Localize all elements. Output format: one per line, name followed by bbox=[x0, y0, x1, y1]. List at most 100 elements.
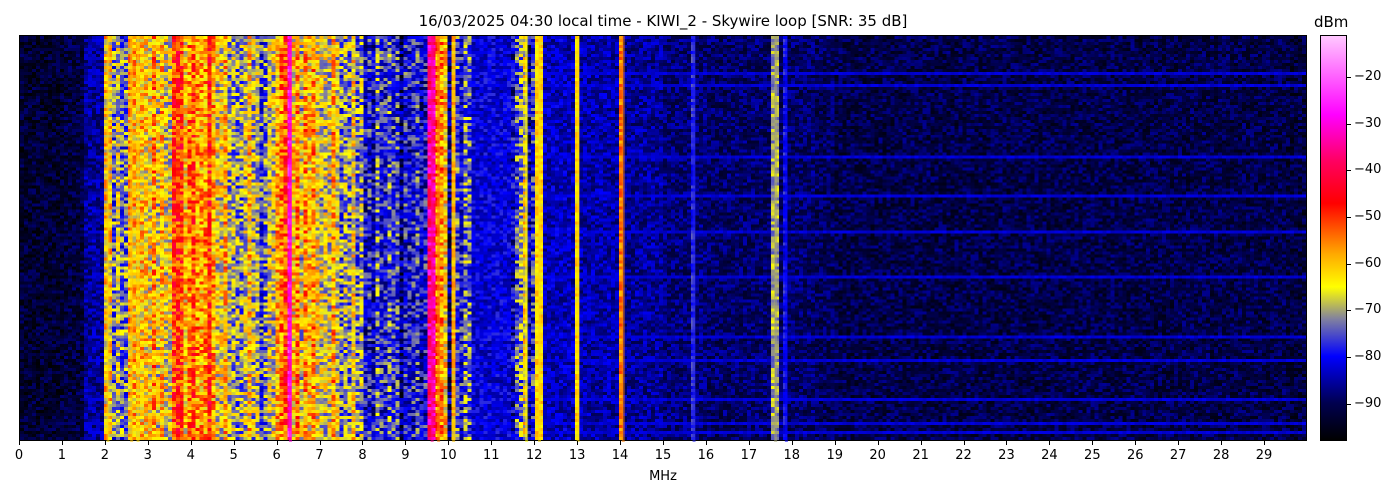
signal-line bbox=[784, 36, 788, 442]
band-cell bbox=[685, 36, 706, 442]
signal-line bbox=[576, 36, 580, 442]
band-cell bbox=[1115, 36, 1136, 442]
band-cell bbox=[385, 36, 406, 442]
x-tick-label: 13 bbox=[568, 448, 586, 463]
band-cell bbox=[84, 36, 105, 442]
x-tick-mark bbox=[620, 441, 622, 445]
colorbar bbox=[1320, 35, 1347, 441]
x-tick-label: 17 bbox=[740, 448, 758, 463]
x-tick-label: 1 bbox=[57, 448, 67, 463]
band-cell bbox=[578, 36, 599, 442]
x-tick-label: 20 bbox=[869, 448, 886, 463]
x-tick-mark bbox=[1264, 441, 1266, 445]
band-cell bbox=[1007, 36, 1028, 442]
x-tick-mark bbox=[1006, 441, 1008, 445]
colorbar-tick-mark bbox=[1347, 357, 1351, 358]
x-tick-label: 22 bbox=[955, 448, 972, 463]
colorbar-tick-mark bbox=[1347, 310, 1351, 312]
x-tick-mark bbox=[362, 441, 364, 445]
x-tick-mark bbox=[877, 441, 879, 445]
x-tick-mark bbox=[963, 441, 965, 445]
x-tick-label: 2 bbox=[100, 448, 109, 463]
x-tick-label: 29 bbox=[1255, 448, 1273, 463]
band-cell bbox=[793, 36, 814, 442]
signal-line bbox=[452, 36, 456, 442]
band-cell bbox=[1244, 36, 1265, 442]
band-cell bbox=[1093, 36, 1114, 442]
band-cell bbox=[1158, 36, 1179, 442]
colorbar-tick-mark bbox=[1347, 170, 1351, 172]
x-axis: 0 1 2 3 4 5 6 7 8 9 10 11 12 13 14 15 16 17 18 19 20 21 22 23 24… bbox=[15, 441, 1307, 471]
colorbar-tick-label: −40 bbox=[1354, 162, 1382, 178]
band-cell bbox=[557, 36, 578, 442]
band-cell bbox=[342, 36, 363, 442]
x-tick-mark bbox=[319, 441, 321, 445]
band-cell bbox=[643, 36, 664, 442]
signal-line bbox=[130, 36, 134, 442]
band-cell bbox=[1136, 36, 1157, 442]
x-tick-mark bbox=[1135, 441, 1137, 445]
x-tick-label: 0 bbox=[14, 448, 24, 463]
signal-line bbox=[692, 36, 696, 442]
signal-line bbox=[537, 36, 541, 442]
x-tick-mark bbox=[19, 441, 20, 445]
signal-line bbox=[136, 36, 140, 442]
band-cell bbox=[192, 36, 213, 442]
x-tick-mark bbox=[1178, 441, 1180, 445]
band-cell bbox=[299, 36, 320, 442]
x-tick-mark bbox=[791, 441, 793, 445]
x-tick-label: 16 bbox=[697, 448, 715, 463]
colorbar-label: dBm bbox=[1314, 13, 1349, 31]
band-cell bbox=[1265, 36, 1286, 442]
x-tick-label: 3 bbox=[143, 448, 152, 463]
colorbar-tick-mark bbox=[1347, 77, 1351, 78]
band-cell bbox=[1287, 36, 1308, 442]
colorbar-tick-mark bbox=[1347, 217, 1351, 218]
x-tick-label: 14 bbox=[611, 448, 629, 463]
band-cell bbox=[149, 36, 170, 442]
band-cell bbox=[321, 36, 342, 442]
signal-line bbox=[430, 36, 434, 442]
colorbar-tick-label: −30 bbox=[1354, 115, 1382, 131]
colorbar-tick-label: −70 bbox=[1354, 302, 1382, 318]
band-cell bbox=[600, 36, 621, 442]
x-tick-label: 26 bbox=[1126, 448, 1144, 463]
band-cell bbox=[278, 36, 299, 442]
band-cell bbox=[664, 36, 685, 442]
band-cell bbox=[1029, 36, 1050, 442]
signal-line bbox=[106, 36, 110, 442]
signal-line bbox=[774, 36, 778, 442]
band-cell bbox=[879, 36, 900, 442]
x-tick-mark bbox=[276, 441, 278, 445]
x-tick-mark bbox=[61, 441, 63, 445]
band-cell bbox=[514, 36, 535, 442]
x-tick-mark bbox=[663, 441, 664, 445]
x-tick-mark bbox=[577, 441, 579, 445]
x-tick-label: 25 bbox=[1084, 448, 1101, 463]
signal-line bbox=[288, 36, 292, 442]
band-cell bbox=[1179, 36, 1200, 442]
waterfall-image bbox=[20, 36, 1306, 440]
chart-title: 16/03/2025 04:30 local time - KIWI_2 - S… bbox=[418, 12, 908, 30]
band-cell bbox=[213, 36, 234, 442]
x-tick-mark bbox=[1049, 441, 1051, 445]
x-tick-label: 8 bbox=[358, 448, 367, 463]
band-cell bbox=[1201, 36, 1222, 442]
x-tick-label: 24 bbox=[1041, 448, 1058, 463]
signal-line bbox=[621, 36, 625, 442]
band-cell bbox=[363, 36, 384, 442]
x-tick-label: 6 bbox=[272, 448, 281, 463]
band-cell bbox=[728, 36, 749, 442]
band-cell bbox=[1072, 36, 1093, 442]
colorbar-tick-label: −60 bbox=[1354, 255, 1382, 271]
x-tick-mark bbox=[190, 441, 192, 445]
band-cell bbox=[256, 36, 277, 442]
band-cell bbox=[900, 36, 921, 442]
x-tick-label: 15 bbox=[654, 448, 672, 463]
waterfall-marks bbox=[84, 36, 1308, 442]
colorbar-tick-mark bbox=[1347, 123, 1351, 125]
band-cell bbox=[922, 36, 943, 442]
x-tick-mark bbox=[748, 441, 750, 445]
band-cell bbox=[814, 36, 835, 442]
x-tick-label: 21 bbox=[912, 448, 929, 463]
